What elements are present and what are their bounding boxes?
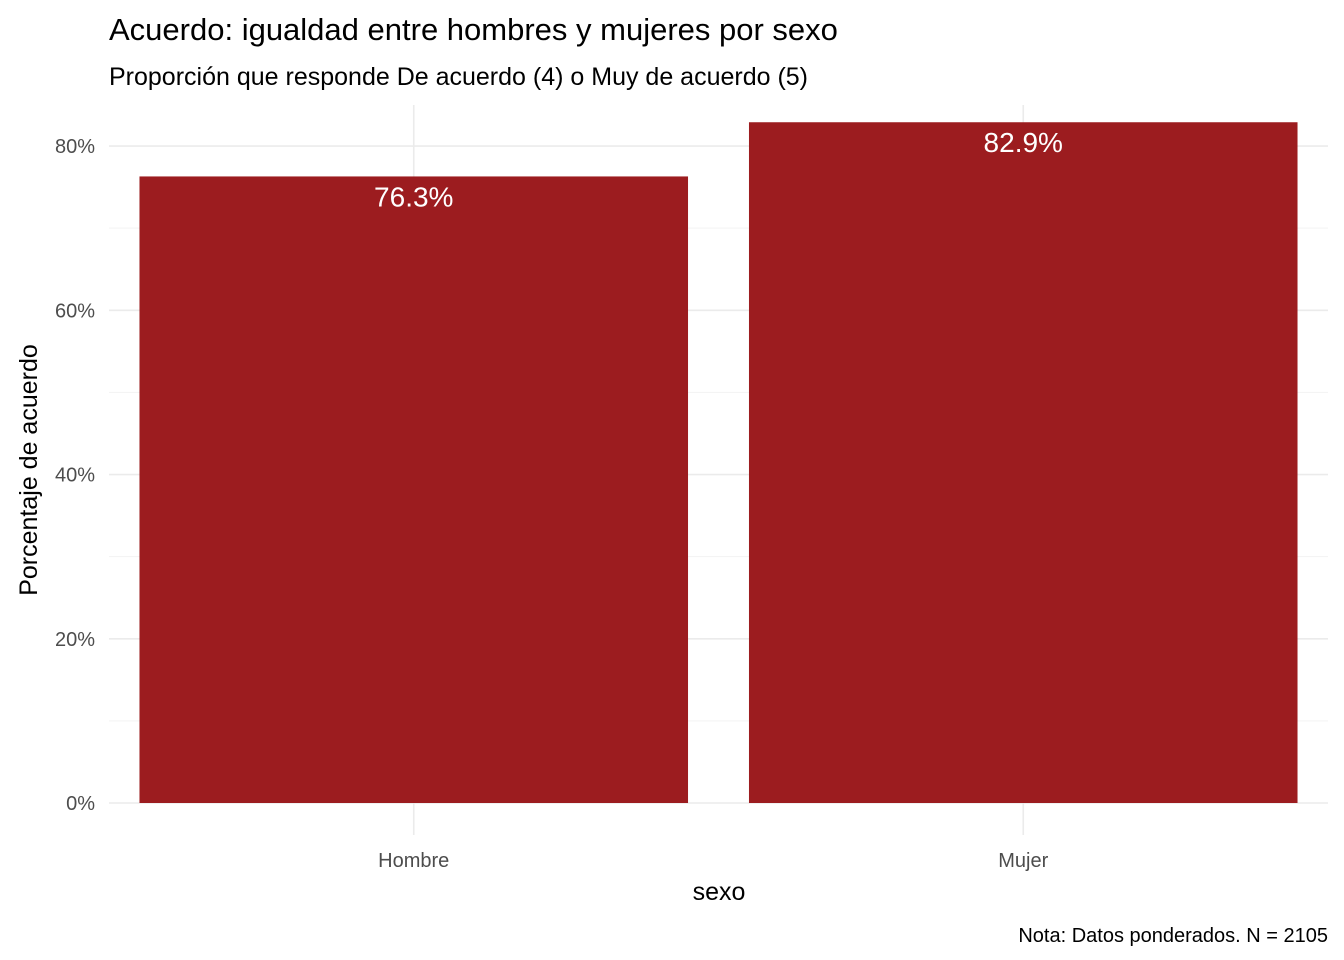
bar-value-label: 76.3% — [374, 181, 453, 212]
bar-mujer — [748, 122, 1298, 804]
x-tick-label: Hombre — [378, 850, 449, 872]
x-axis-title: sexo — [693, 878, 746, 906]
x-tick-label: Mujer — [998, 850, 1048, 872]
y-tick-label: 0% — [66, 793, 95, 815]
y-tick-label: 60% — [55, 300, 95, 322]
bars: 76.3% 82.9% — [139, 122, 1298, 804]
y-tick-label: 40% — [55, 465, 95, 487]
y-tick-label: 80% — [55, 136, 95, 158]
axis-ticks: 0% 20% 40% 60% 80% Hombre Mujer — [55, 136, 1049, 872]
chart-caption: Nota: Datos ponderados. N = 2105 — [1018, 925, 1328, 947]
bar-value-label: 82.9% — [984, 127, 1063, 158]
y-axis-title: Porcentaje de acuerdo — [15, 344, 43, 596]
y-tick-label: 20% — [55, 629, 95, 651]
bar-hombre — [139, 176, 689, 803]
chart-subtitle: Proporción que responde De acuerdo (4) o… — [109, 63, 808, 91]
chart-title: Acuerdo: igualdad entre hombres y mujere… — [109, 12, 838, 47]
